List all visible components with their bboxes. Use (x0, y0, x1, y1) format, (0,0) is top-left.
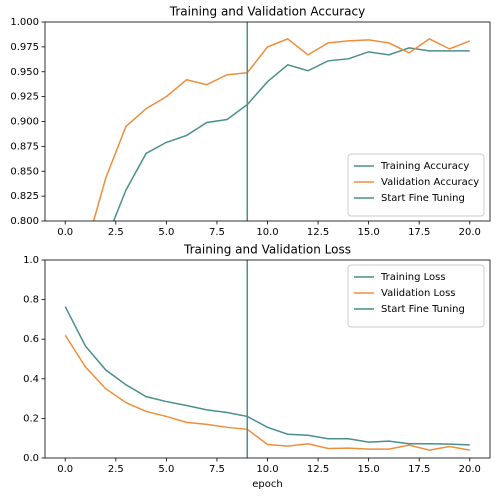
chart-title: Training and Validation Loss (183, 243, 351, 257)
x-tick-label: 10.0 (256, 227, 278, 238)
x-tick-label: 20.0 (459, 227, 481, 238)
series-line (64, 334, 470, 451)
x-axis-label: epoch (252, 479, 282, 490)
y-tick-label: 0.900 (10, 117, 39, 128)
y-tick-label: 0.2 (23, 413, 39, 424)
series-line (64, 306, 470, 446)
y-tick-label: 0.0 (23, 453, 39, 464)
x-tick-label: 20.0 (459, 464, 481, 475)
legend-label: Training Loss (380, 272, 446, 283)
x-tick-label: 2.5 (108, 227, 124, 238)
legend-label: Training Accuracy (380, 161, 469, 172)
x-tick-label: 7.5 (209, 464, 225, 475)
plot-area (92, 22, 471, 221)
y-tick-label: 0.8 (23, 295, 39, 306)
legend-label: Validation Loss (381, 288, 456, 299)
y-tick-label: 0.875 (10, 141, 39, 152)
legend-label: Start Fine Tuning (381, 193, 465, 204)
legend-box (347, 153, 485, 217)
axes-frame (44, 259, 491, 459)
chart-title: Training and Validation Accuracy (169, 5, 365, 19)
x-tick-label: 15.0 (358, 227, 380, 238)
legend-box (347, 264, 485, 328)
x-tick-label: 5.0 (158, 464, 174, 475)
x-tick-label: 5.0 (158, 227, 174, 238)
x-tick-label: 2.5 (108, 464, 124, 475)
y-tick-label: 0.6 (23, 334, 39, 345)
y-tick-label: 0.975 (10, 42, 39, 53)
plot-area (64, 260, 470, 458)
x-tick-label: 0.0 (57, 227, 73, 238)
y-tick-label: 0.925 (10, 92, 39, 103)
y-tick-label: 0.850 (10, 166, 39, 177)
y-tick-label: 0.825 (10, 191, 39, 202)
x-tick-label: 17.5 (408, 227, 430, 238)
x-tick-label: 17.5 (408, 464, 430, 475)
x-tick-label: 12.5 (307, 464, 329, 475)
series-line (92, 38, 471, 221)
x-tick-label: 0.0 (57, 464, 73, 475)
y-tick-label: 1.000 (10, 17, 39, 28)
axes-frame (44, 21, 491, 222)
x-tick-label: 10.0 (256, 464, 278, 475)
y-tick-label: 0.800 (10, 216, 39, 227)
x-tick-label: 12.5 (307, 227, 329, 238)
x-tick-label: 15.0 (358, 464, 380, 475)
y-tick-label: 0.4 (23, 374, 39, 385)
legend-label: Validation Accuracy (381, 177, 479, 188)
y-tick-label: 1.0 (23, 255, 39, 266)
y-tick-label: 0.950 (10, 67, 39, 78)
x-tick-label: 7.5 (209, 227, 225, 238)
legend-label: Start Fine Tuning (381, 304, 465, 315)
